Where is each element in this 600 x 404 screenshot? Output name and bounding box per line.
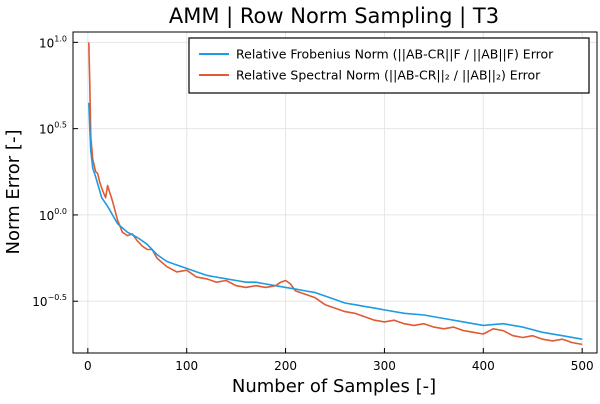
y-tick-label-2: 100.0 [39,207,67,223]
chart-title: AMM | Row Norm Sampling | T3 [169,4,499,29]
legend-label-1: Relative Spectral Norm (||AB-CR||₂ / ||A… [236,68,541,83]
series-line-1 [88,42,583,346]
x-tick-label-5: 500 [571,359,594,373]
series-line-0 [88,102,583,340]
series-group [88,42,583,346]
plot-frame [72,31,598,354]
legend-label-0: Relative Frobenius Norm (||AB-CR||F / ||… [236,47,554,62]
x-tick-label-1: 100 [175,359,198,373]
x-tick-label-2: 200 [274,359,297,373]
y-axis-ticks: 101.0 100.5 100.0 10−0.5 [32,34,78,309]
y-axis-label: Norm Error [-] [3,130,24,255]
x-tick-label-3: 300 [373,359,396,373]
y-tick-label-0: 101.0 [39,34,67,50]
x-axis-ticks: 0 100 200 300 400 500 [84,348,594,373]
x-tick-label-0: 0 [84,359,92,373]
y-tick-label-1: 100.5 [39,121,67,137]
legend: Relative Frobenius Norm (||AB-CR||F / ||… [188,37,590,94]
y-tick-label-3: 10−0.5 [32,293,67,309]
legend-box [188,37,590,94]
x-axis-label: Number of Samples [-] [232,376,436,397]
x-tick-label-4: 400 [472,359,495,373]
